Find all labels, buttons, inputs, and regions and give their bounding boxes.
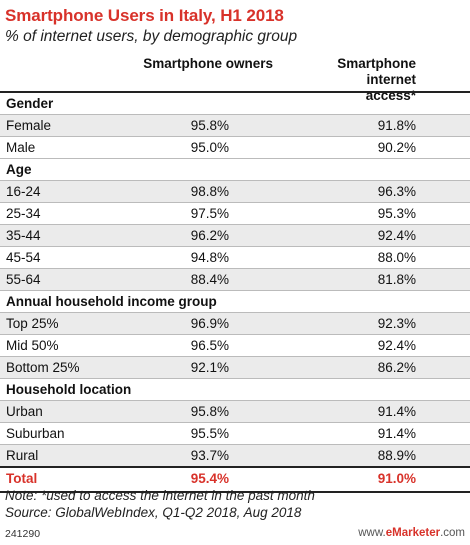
column-header-smartphone-owners: Smartphone owners: [120, 56, 273, 72]
table-row: Suburban 95.5% 91.4%: [0, 423, 470, 445]
column-header-label: Smartphone owners: [143, 56, 273, 71]
row-divider: [0, 202, 470, 203]
smartphone-owners-value: 98.8%: [190, 184, 229, 199]
smartphone-internet-access-value: 96.3%: [377, 184, 416, 199]
row-divider: [0, 158, 470, 159]
smartphone-owners-value: 88.4%: [190, 272, 229, 287]
brand-logo: www.eMarketer.com: [358, 527, 465, 539]
row-divider: [0, 422, 470, 423]
row-label: 25-34: [6, 206, 41, 221]
table-row: 55-64 88.4% 81.8%: [0, 269, 470, 291]
table-row: 45-54 94.8% 88.0%: [0, 247, 470, 269]
row-label: Suburban: [6, 426, 65, 441]
smartphone-owners-value: 97.5%: [190, 206, 229, 221]
table-row: Female 95.8% 91.8%: [0, 115, 470, 137]
table-row: Rural 93.7% 88.9%: [0, 445, 470, 467]
smartphone-owners-value: 96.5%: [190, 338, 229, 353]
brand-prefix: www.: [358, 527, 386, 539]
row-divider: [0, 444, 470, 445]
section-header-row: Age: [0, 159, 470, 181]
total-divider: [0, 466, 470, 468]
brand-suffix: .com: [440, 527, 465, 539]
section-label: Age: [6, 162, 32, 177]
smartphone-owners-value: 95.5%: [190, 426, 229, 441]
smartphone-owners-value: 96.9%: [190, 316, 229, 331]
row-divider: [0, 356, 470, 357]
smartphone-internet-access-value: 95.3%: [377, 206, 416, 221]
brand-name: eMarketer: [385, 527, 441, 539]
row-divider: [0, 246, 470, 247]
smartphone-owners-value: 93.7%: [190, 448, 229, 463]
section-header-row: Annual household income group: [0, 291, 470, 313]
smartphone-internet-access-value: 92.4%: [377, 338, 416, 353]
section-label: Household location: [6, 382, 132, 397]
total-smartphone-owners-value: 95.4%: [190, 471, 229, 486]
row-label: Top 25%: [6, 316, 59, 331]
row-divider: [0, 378, 470, 379]
row-divider: [0, 290, 470, 291]
chart-subtitle: % of internet users, by demographic grou…: [5, 28, 298, 45]
row-label: Mid 50%: [6, 338, 59, 353]
row-divider: [0, 268, 470, 269]
smartphone-owners-value: 92.1%: [190, 360, 229, 375]
total-row: Total 95.4% 91.0%: [0, 468, 470, 490]
smartphone-internet-access-value: 91.8%: [377, 118, 416, 133]
row-label: Rural: [6, 448, 39, 463]
row-label: 55-64: [6, 272, 41, 287]
table-source: Source: GlobalWebIndex, Q1-Q2 2018, Aug …: [5, 505, 302, 520]
row-label: Male: [6, 140, 36, 155]
smartphone-owners-value: 95.8%: [190, 118, 229, 133]
row-divider: [0, 400, 470, 401]
total-label: Total: [6, 471, 38, 486]
row-divider: [0, 136, 470, 137]
row-divider: [0, 224, 470, 225]
section-header-row: Gender: [0, 93, 470, 115]
smartphone-internet-access-value: 91.4%: [377, 426, 416, 441]
table-row: Male 95.0% 90.2%: [0, 137, 470, 159]
section-header-row: Household location: [0, 379, 470, 401]
chart-title: Smartphone Users in Italy, H1 2018: [5, 6, 284, 25]
table-note: Note: *used to access the internet in th…: [5, 488, 315, 503]
table-row: Bottom 25% 92.1% 86.2%: [0, 357, 470, 379]
smartphone-internet-access-value: 88.9%: [377, 448, 416, 463]
row-label: Bottom 25%: [6, 360, 80, 375]
table-bottom-divider: [0, 491, 470, 493]
smartphone-owners-value: 95.0%: [190, 140, 229, 155]
row-label: Female: [6, 118, 52, 133]
section-label: Gender: [6, 96, 54, 111]
smartphone-internet-access-value: 88.0%: [377, 250, 416, 265]
table-row: 35-44 96.2% 92.4%: [0, 225, 470, 247]
section-label: Annual household income group: [6, 294, 217, 309]
chart-id: 241290: [5, 528, 41, 540]
smartphone-internet-access-value: 81.8%: [377, 272, 416, 287]
total-smartphone-internet-access-value: 91.0%: [377, 471, 416, 486]
column-header-label-line1: Smartphone internet: [337, 56, 416, 87]
smartphone-internet-access-value: 91.4%: [377, 404, 416, 419]
row-divider: [0, 114, 470, 115]
row-divider: [0, 180, 470, 181]
smartphone-owners-value: 95.8%: [190, 404, 229, 419]
smartphone-internet-access-value: 86.2%: [377, 360, 416, 375]
header-divider: [0, 91, 470, 93]
smartphone-internet-access-value: 92.4%: [377, 228, 416, 243]
table-row: Mid 50% 96.5% 92.4%: [0, 335, 470, 357]
table-row: 16-24 98.8% 96.3%: [0, 181, 470, 203]
row-label: 45-54: [6, 250, 41, 265]
table-row: 25-34 97.5% 95.3%: [0, 203, 470, 225]
smartphone-owners-value: 94.8%: [190, 250, 229, 265]
row-label: 16-24: [6, 184, 41, 199]
row-label: Urban: [6, 404, 43, 419]
table-row: Top 25% 96.9% 92.3%: [0, 313, 470, 335]
row-divider: [0, 312, 470, 313]
row-divider: [0, 334, 470, 335]
row-label: 35-44: [6, 228, 41, 243]
smartphone-internet-access-value: 90.2%: [377, 140, 416, 155]
table-row: Urban 95.8% 91.4%: [0, 401, 470, 423]
smartphone-owners-value: 96.2%: [190, 228, 229, 243]
smartphone-internet-access-value: 92.3%: [377, 316, 416, 331]
